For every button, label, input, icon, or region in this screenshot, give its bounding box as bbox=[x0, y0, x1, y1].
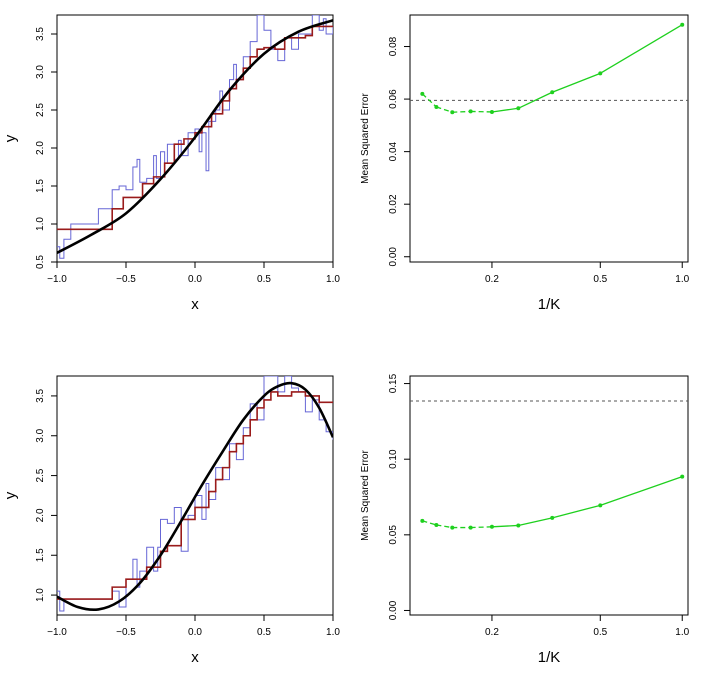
mse-data-point bbox=[598, 503, 603, 508]
x-tick-label: 0.0 bbox=[188, 627, 202, 638]
mse-data-point bbox=[450, 525, 455, 530]
mse-data-point bbox=[516, 523, 521, 528]
mse-data-point bbox=[489, 109, 494, 114]
true-function-curve bbox=[57, 19, 333, 255]
x-tick-label: −0.5 bbox=[116, 274, 136, 285]
mse-data-point bbox=[550, 90, 555, 95]
x-tick-label: 0.5 bbox=[593, 274, 607, 285]
y-tick-label: 3.0 bbox=[35, 428, 46, 442]
chart-panel-top-left: −1.0 −0.5 0.0 0.5 1.0 0.5 1.0 1.5 2.0 2.5 3.0 3.5 x y bbox=[2, 14, 340, 313]
mse-data-point bbox=[450, 110, 455, 115]
chart-panel-top-right: 0.2 0.5 1.0 0.00 0.02 0.04 0.06 0.08 1/K Mean Squ… bbox=[360, 14, 690, 313]
mse-series-segment bbox=[551, 72, 601, 93]
mse-series-segment bbox=[422, 520, 437, 526]
mse-data-point bbox=[680, 22, 685, 27]
x-tick-label: 0.5 bbox=[257, 274, 271, 285]
mse-series-segment bbox=[470, 526, 492, 529]
x-tick-label: −1.0 bbox=[47, 274, 67, 285]
mse-series-segment bbox=[421, 93, 437, 108]
mse-data-point bbox=[550, 515, 555, 520]
mse-series-segment bbox=[600, 475, 683, 506]
y-tick-label: 0.5 bbox=[35, 255, 46, 269]
y-tick-label: 3.0 bbox=[35, 65, 46, 79]
y-tick-label: 2.0 bbox=[35, 508, 46, 522]
plot-area bbox=[410, 22, 688, 115]
mse-series-segment bbox=[491, 524, 519, 528]
mse-series-segment bbox=[552, 504, 601, 519]
plot-area bbox=[410, 400, 688, 530]
y-tick-label: 3.5 bbox=[35, 389, 46, 403]
y-tick-label: 2.0 bbox=[35, 141, 46, 155]
x-tick-label: −1.0 bbox=[47, 627, 67, 638]
x-axis-title: x bbox=[191, 649, 199, 666]
y-tick-label: 0.05 bbox=[388, 525, 399, 545]
x-axis-title: 1/K bbox=[538, 649, 561, 666]
plot-area bbox=[57, 376, 333, 612]
plot-frame bbox=[409, 375, 689, 616]
x-tick-label: 0.0 bbox=[188, 274, 202, 285]
mse-series-segment bbox=[436, 524, 453, 529]
x-tick-label: 1.0 bbox=[326, 627, 340, 638]
y-tick-label: 2.5 bbox=[35, 468, 46, 482]
y-axis-title: y bbox=[2, 491, 19, 499]
x-axis-title: 1/K bbox=[538, 296, 561, 313]
x-tick-label: 0.5 bbox=[257, 627, 271, 638]
plot-frame bbox=[409, 14, 689, 263]
mse-data-point bbox=[434, 104, 439, 109]
y-tick-label: 1.0 bbox=[35, 217, 46, 231]
x-axis-title: x bbox=[191, 296, 199, 313]
mse-data-point bbox=[468, 525, 473, 530]
y-tick-label: 1.5 bbox=[35, 548, 46, 562]
mse-series-segment bbox=[518, 517, 553, 527]
plot-area bbox=[57, 15, 333, 259]
mse-data-point bbox=[598, 71, 603, 76]
y-tick-label: 0.06 bbox=[388, 89, 399, 109]
mse-data-point bbox=[680, 474, 685, 479]
mse-series-segment bbox=[470, 110, 492, 113]
mse-series-segment bbox=[452, 110, 471, 113]
y-tick-label: 0.02 bbox=[388, 194, 399, 214]
y-tick-label: 0.15 bbox=[388, 373, 399, 393]
y-tick-label: 0.10 bbox=[388, 449, 399, 469]
chart-panel-bottom-left: −1.0 −0.5 0.0 0.5 1.0 1.0 1.5 2.0 2.5 3.0 3.5 x y bbox=[2, 375, 340, 666]
mse-data-point bbox=[468, 109, 473, 114]
x-tick-label: 0.5 bbox=[593, 627, 607, 638]
x-tick-label: 1.0 bbox=[675, 274, 689, 285]
y-tick-label: 3.5 bbox=[35, 27, 46, 41]
y-tick-label: 0.04 bbox=[388, 141, 399, 161]
x-tick-label: 0.2 bbox=[485, 274, 499, 285]
mse-data-point bbox=[420, 518, 425, 523]
mse-series-segment bbox=[436, 106, 453, 113]
mse-data-point bbox=[420, 91, 425, 96]
y-tick-label: 2.5 bbox=[35, 103, 46, 117]
mse-data-point bbox=[434, 522, 439, 527]
x-tick-label: 1.0 bbox=[675, 627, 689, 638]
y-tick-label: 0.00 bbox=[388, 600, 399, 620]
mse-series-segment bbox=[518, 91, 553, 109]
x-tick-label: 1.0 bbox=[326, 274, 340, 285]
x-tick-label: 0.2 bbox=[485, 627, 499, 638]
mse-series-segment bbox=[599, 24, 683, 74]
y-axis-title: Mean Squared Error bbox=[360, 93, 371, 184]
chart-panel-bottom-right: 0.2 0.5 1.0 0.00 0.05 0.10 0.15 1/K Mean Squared… bbox=[360, 373, 690, 666]
y-tick-label: 1.5 bbox=[35, 179, 46, 193]
y-axis-title: y bbox=[2, 134, 19, 142]
mse-data-point bbox=[489, 524, 494, 529]
y-tick-label: 0.08 bbox=[388, 36, 399, 56]
mse-series-segment bbox=[491, 107, 519, 113]
step-series-line bbox=[57, 25, 333, 231]
x-tick-label: −0.5 bbox=[116, 627, 136, 638]
step-series-line bbox=[57, 376, 333, 612]
y-axis-title: Mean Squared Error bbox=[360, 450, 371, 541]
mse-data-point bbox=[516, 106, 521, 111]
true-function-curve bbox=[57, 381, 333, 612]
y-tick-label: 0.00 bbox=[388, 247, 399, 267]
y-tick-label: 1.0 bbox=[35, 588, 46, 602]
